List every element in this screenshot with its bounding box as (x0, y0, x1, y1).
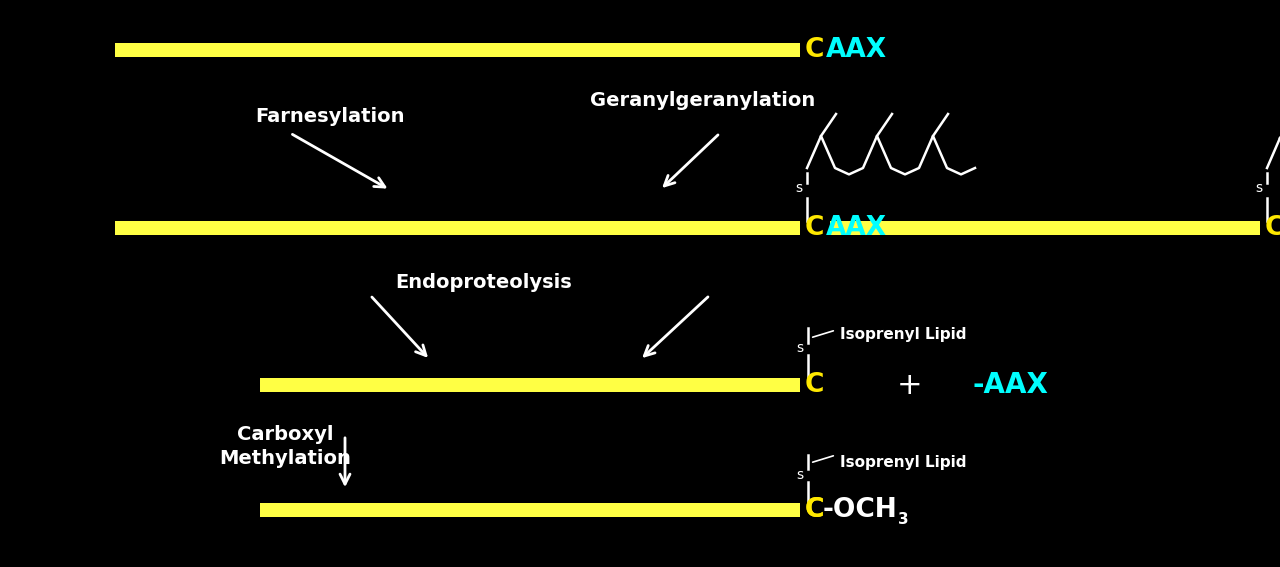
Bar (115, 221, 800, 235)
Text: Isoprenyl Lipid: Isoprenyl Lipid (840, 328, 966, 342)
Text: s: s (796, 468, 804, 482)
Text: Methylation: Methylation (219, 448, 351, 468)
Text: Isoprenyl Lipid: Isoprenyl Lipid (840, 455, 966, 469)
Text: AAX: AAX (826, 37, 887, 63)
Text: C: C (805, 215, 824, 241)
Text: C: C (805, 37, 824, 63)
Text: s: s (795, 181, 803, 195)
Text: C: C (805, 372, 824, 398)
Text: AAX: AAX (826, 215, 887, 241)
Text: Carboxyl: Carboxyl (237, 425, 333, 445)
Text: -OCH: -OCH (823, 497, 897, 523)
Bar (115, 43, 800, 57)
Text: s: s (796, 341, 804, 355)
Text: Geranylgeranylation: Geranylgeranylation (590, 91, 815, 109)
Bar (260, 378, 800, 392)
Text: s: s (1256, 181, 1262, 195)
Text: Farnesylation: Farnesylation (255, 108, 404, 126)
Text: -AAX: -AAX (972, 371, 1048, 399)
Bar (260, 503, 800, 517)
Text: C: C (805, 497, 824, 523)
Bar (829, 221, 1260, 235)
Text: Endoproteolysis: Endoproteolysis (396, 273, 572, 293)
Text: C: C (1265, 215, 1280, 241)
Text: +: + (897, 370, 923, 400)
Text: 3: 3 (899, 513, 909, 527)
Text: C: C (805, 497, 824, 523)
